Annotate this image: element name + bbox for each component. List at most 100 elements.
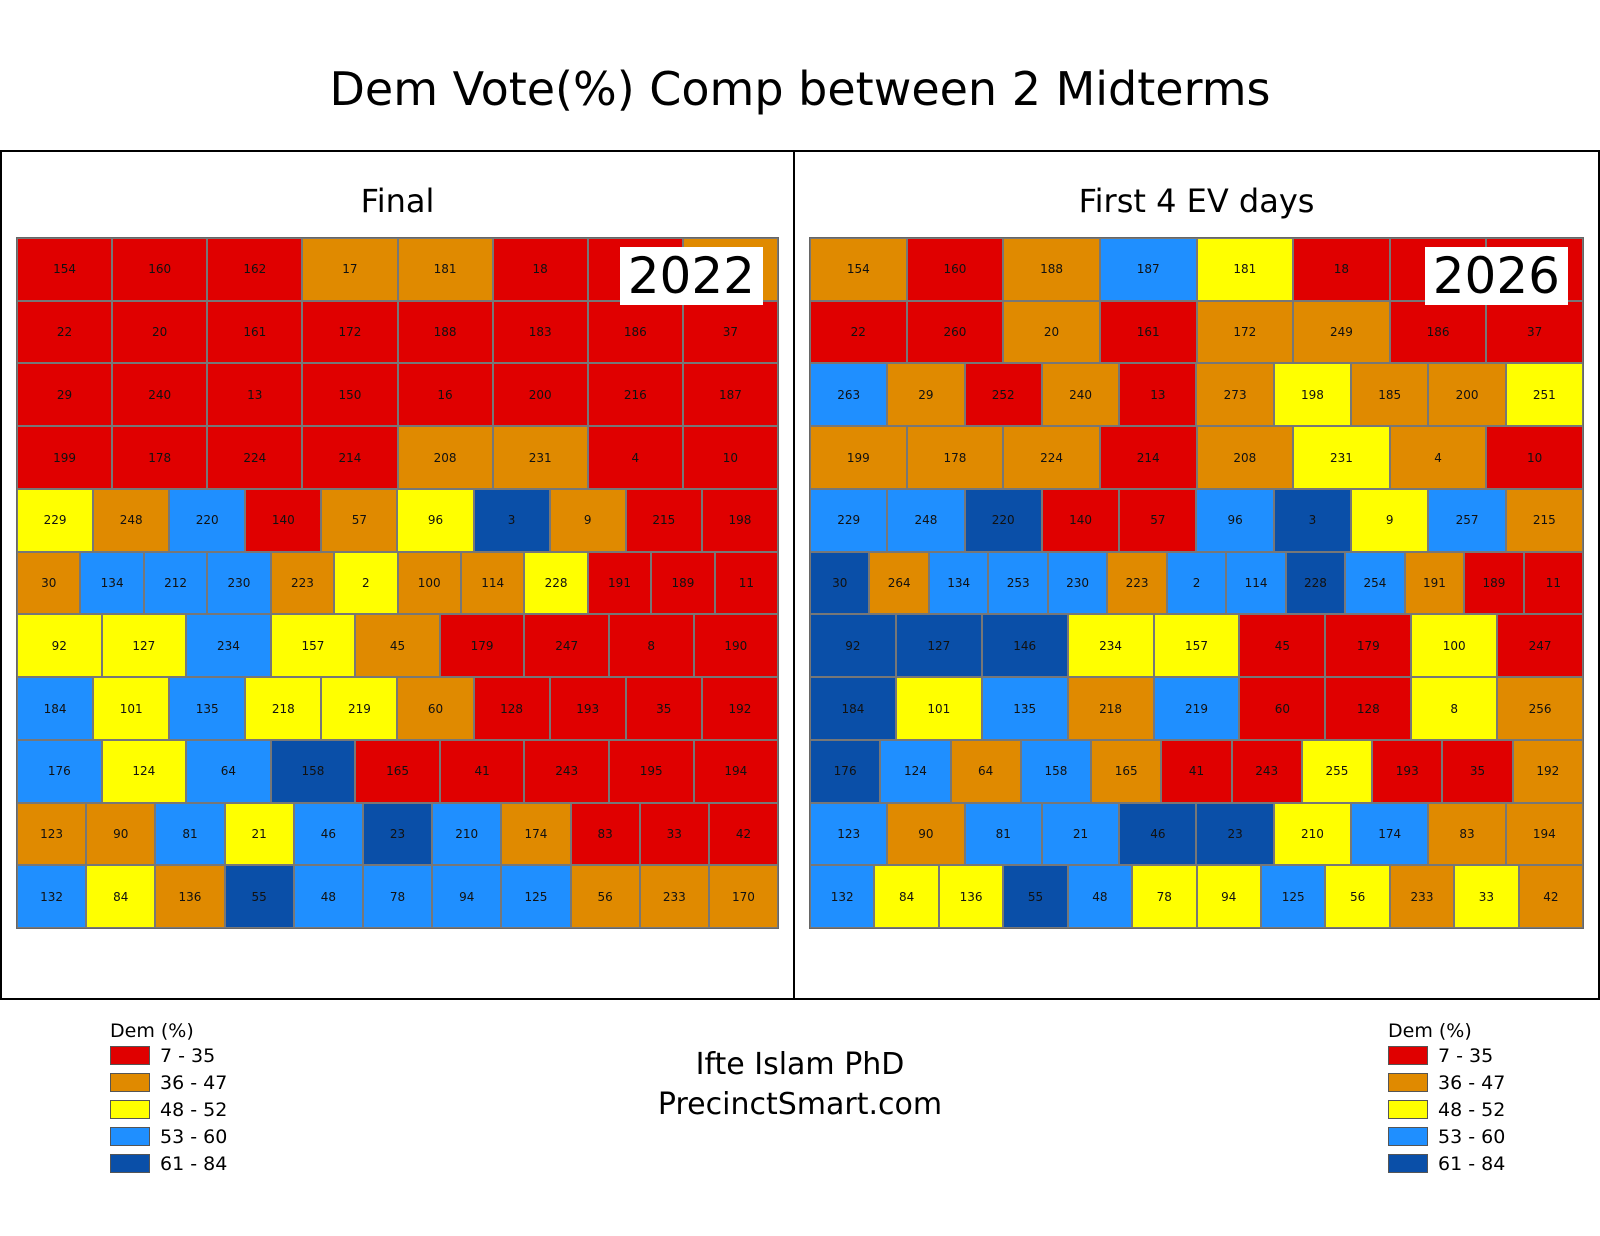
precinct: 30 <box>810 551 870 615</box>
precinct: 161 <box>207 300 303 364</box>
precinct: 9 <box>549 488 626 552</box>
precinct: 193 <box>1372 739 1443 803</box>
precinct: 35 <box>625 677 702 740</box>
precinct: 2 <box>1166 551 1227 615</box>
legend-swatch <box>110 1100 150 1119</box>
precinct: 219 <box>1153 677 1240 740</box>
precinct: 8 <box>608 614 694 678</box>
precinct: 193 <box>549 677 626 740</box>
year-label: 2022 <box>619 247 763 305</box>
precinct: 224 <box>207 426 303 489</box>
map-row: 184 101 135 218 219 60 128 193 35 192 <box>17 677 778 740</box>
map: 1541601621718118931852220161172188183186… <box>16 237 779 929</box>
precinct: 181 <box>397 238 493 301</box>
precinct: 216 <box>587 363 683 427</box>
precinct: 247 <box>524 614 609 678</box>
precinct: 157 <box>1153 614 1240 678</box>
precinct: 243 <box>1231 739 1302 803</box>
precinct: 20 <box>1003 300 1100 364</box>
precinct: 128 <box>473 677 550 740</box>
precinct: 4 <box>1389 426 1487 489</box>
precinct: 114 <box>460 551 525 615</box>
precinct: 192 <box>1512 739 1583 803</box>
precinct: 29 <box>887 363 965 427</box>
precinct: 123 <box>17 802 87 866</box>
precinct: 184 <box>810 677 896 740</box>
precinct: 55 <box>1003 865 1068 929</box>
precinct: 124 <box>880 739 951 803</box>
credit-line: PrecinctSmart.com <box>657 1087 943 1122</box>
precinct: 229 <box>810 488 888 552</box>
precinct: 161 <box>1099 300 1197 364</box>
precinct: 224 <box>1003 426 1100 489</box>
precinct: 92 <box>810 614 896 678</box>
precinct: 190 <box>693 614 779 678</box>
precinct: 29 <box>17 363 113 427</box>
precinct: 81 <box>964 802 1042 866</box>
precinct: 16 <box>397 363 493 427</box>
map-row: 263 29 252 240 13 273 198 185 200 251 <box>810 363 1583 427</box>
precinct: 178 <box>906 426 1004 489</box>
precinct: 260 <box>906 300 1004 364</box>
precinct: 200 <box>1428 363 1506 427</box>
precinct: 84 <box>874 865 939 929</box>
map-row: 199 178 224 214 208 231 4 10 <box>810 426 1583 489</box>
precinct: 3 <box>473 488 550 552</box>
precinct: 35 <box>1442 739 1513 803</box>
precinct: 251 <box>1505 363 1583 427</box>
map-row: 229 248 220 140 57 96 3 9 257 215 <box>810 488 1583 552</box>
legend-swatch <box>1388 1100 1428 1119</box>
precinct: 3 <box>1273 488 1352 552</box>
legend-entry: 36 - 47 <box>110 1069 227 1096</box>
precinct: 140 <box>1041 488 1120 552</box>
map-row: 92 127 146 234 157 45 179 100 247 <box>810 614 1584 678</box>
legend: Dem (%) 7 - 35 36 - 47 48 - 52 53 - 60 61 - 8… <box>110 1020 227 1177</box>
precinct: 55 <box>224 865 294 929</box>
map-panel: First 4 EV days1541601881871811893183222… <box>793 150 1600 1000</box>
precinct: 218 <box>245 677 322 740</box>
precinct: 220 <box>169 488 246 552</box>
precinct: 78 <box>362 865 433 929</box>
precinct: 132 <box>17 865 87 929</box>
legend-label: 48 - 52 <box>160 1098 228 1121</box>
legend-entry: 7 - 35 <box>1388 1042 1505 1069</box>
precinct: 230 <box>207 551 271 615</box>
precinct: 194 <box>1505 802 1583 866</box>
map-row: 29 240 13 150 16 200 216 187 <box>17 363 778 427</box>
precinct: 134 <box>928 551 989 615</box>
precinct: 64 <box>950 739 1021 803</box>
precinct: 248 <box>93 488 170 552</box>
legend-label: 53 - 60 <box>160 1125 228 1148</box>
precinct: 94 <box>1196 865 1261 929</box>
precinct: 136 <box>938 865 1004 929</box>
precinct: 13 <box>207 363 303 427</box>
precinct: 78 <box>1132 865 1197 929</box>
precinct: 233 <box>639 865 709 929</box>
precinct: 37 <box>1486 300 1583 364</box>
precinct: 57 <box>1119 488 1197 552</box>
precinct: 160 <box>906 238 1004 301</box>
precinct: 18 <box>492 238 588 301</box>
precinct: 200 <box>492 363 588 427</box>
precinct: 199 <box>17 426 113 489</box>
precinct: 81 <box>155 802 225 866</box>
precinct: 191 <box>1404 551 1465 615</box>
precinct: 243 <box>524 739 609 803</box>
precinct: 157 <box>270 614 356 678</box>
precinct: 46 <box>1119 802 1197 866</box>
precinct: 172 <box>1196 300 1294 364</box>
precinct: 162 <box>207 238 303 301</box>
map-row: 123 90 81 21 46 23 210 174 83 194 <box>810 802 1583 866</box>
precinct: 48 <box>293 865 363 929</box>
precinct: 208 <box>397 426 493 489</box>
precinct: 192 <box>701 677 778 740</box>
precinct: 170 <box>708 865 779 929</box>
precinct: 11 <box>1523 551 1584 615</box>
precinct: 154 <box>17 238 113 301</box>
precinct: 60 <box>397 677 474 740</box>
map-row: 22 260 20 161 172 249 186 37 <box>810 300 1583 364</box>
precinct: 186 <box>587 300 683 364</box>
precinct: 42 <box>708 802 779 866</box>
precinct: 90 <box>887 802 965 866</box>
